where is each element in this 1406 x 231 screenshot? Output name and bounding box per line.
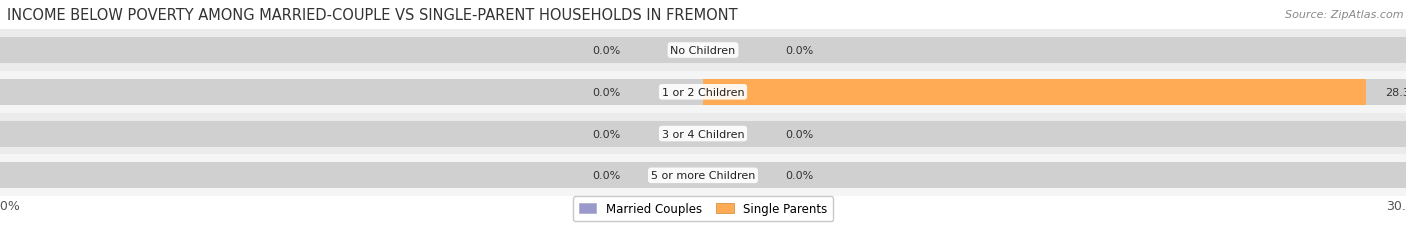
Bar <box>0 113 1406 155</box>
Text: 0.0%: 0.0% <box>785 170 813 181</box>
Bar <box>703 38 1406 64</box>
Bar <box>703 121 1406 147</box>
Text: 28.3%: 28.3% <box>1385 87 1406 97</box>
Text: 0.0%: 0.0% <box>593 129 621 139</box>
Text: 3 or 4 Children: 3 or 4 Children <box>662 129 744 139</box>
Text: 0.0%: 0.0% <box>593 46 621 56</box>
Bar <box>0 72 1406 113</box>
Text: 0.0%: 0.0% <box>785 129 813 139</box>
Bar <box>0 79 703 105</box>
Bar <box>0 163 703 188</box>
Text: 0.0%: 0.0% <box>785 46 813 56</box>
Text: 0.0%: 0.0% <box>593 87 621 97</box>
Bar <box>703 163 1406 188</box>
Bar <box>703 79 1367 105</box>
Bar <box>0 30 1406 72</box>
Text: INCOME BELOW POVERTY AMONG MARRIED-COUPLE VS SINGLE-PARENT HOUSEHOLDS IN FREMONT: INCOME BELOW POVERTY AMONG MARRIED-COUPL… <box>7 8 738 22</box>
Text: 0.0%: 0.0% <box>593 170 621 181</box>
Bar <box>0 38 703 64</box>
Bar <box>0 155 1406 196</box>
Legend: Married Couples, Single Parents: Married Couples, Single Parents <box>572 196 834 221</box>
Text: Source: ZipAtlas.com: Source: ZipAtlas.com <box>1285 10 1403 20</box>
Bar <box>703 79 1406 105</box>
Text: No Children: No Children <box>671 46 735 56</box>
Text: 1 or 2 Children: 1 or 2 Children <box>662 87 744 97</box>
Bar <box>0 121 703 147</box>
Text: 5 or more Children: 5 or more Children <box>651 170 755 181</box>
